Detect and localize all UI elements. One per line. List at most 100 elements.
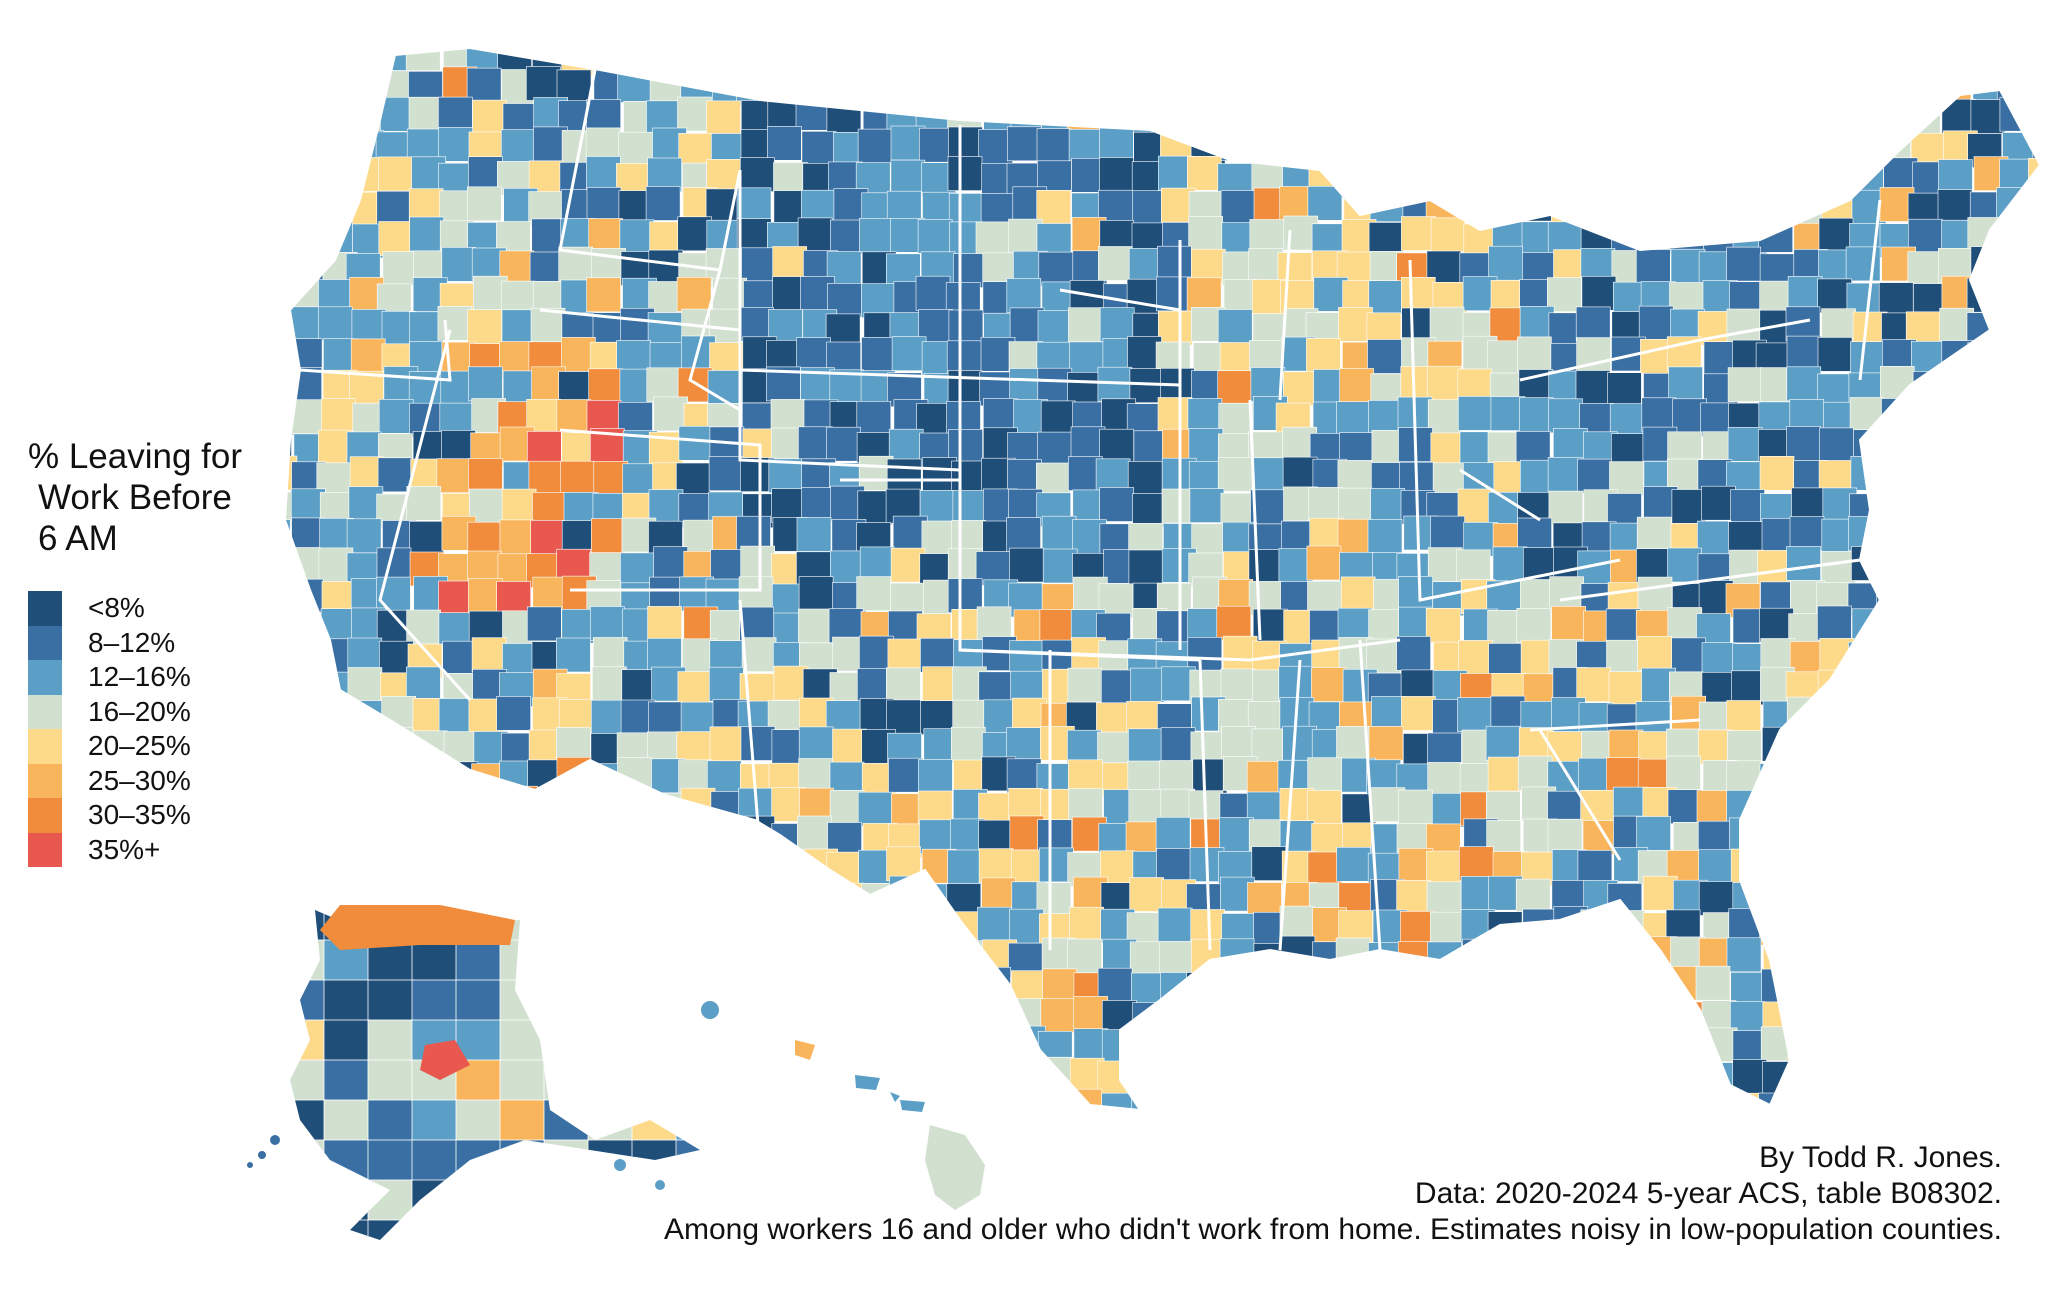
contiguous-us-counties xyxy=(285,48,2040,1110)
county-cell xyxy=(2003,1028,2038,1063)
county-cell xyxy=(1878,847,1914,883)
county-cell xyxy=(293,48,329,76)
county-cell xyxy=(976,606,1012,642)
county-cell xyxy=(1336,1058,1371,1094)
county-cell xyxy=(1881,427,1916,463)
county-cell xyxy=(437,846,473,882)
county-cell xyxy=(288,246,324,282)
county-cell xyxy=(1309,66,1345,102)
county-cell xyxy=(1610,1032,1645,1067)
county-cell xyxy=(1371,696,1406,731)
county-cell xyxy=(1401,696,1436,731)
county-cell xyxy=(706,1090,741,1110)
legend-label: 25–30% xyxy=(88,764,191,796)
county-cell xyxy=(861,336,896,372)
county-cell xyxy=(1426,365,1462,401)
county-cell xyxy=(1911,936,1947,972)
county-cell xyxy=(499,1019,547,1063)
county-cell xyxy=(709,849,745,885)
county-cell xyxy=(1187,398,1223,434)
county-cell xyxy=(1192,1090,1227,1110)
county-cell xyxy=(321,791,357,827)
county-cell xyxy=(1792,911,1828,946)
county-cell xyxy=(1937,396,1972,432)
county-cell xyxy=(1786,696,1822,732)
legend-label: 35%+ xyxy=(88,833,161,865)
county-cell xyxy=(406,666,441,702)
county-cell xyxy=(1401,129,1436,165)
county-cell xyxy=(706,816,741,852)
county-cell xyxy=(1820,99,1856,135)
county-cell xyxy=(1279,66,1315,102)
county-cell xyxy=(1939,521,1974,556)
county-cell xyxy=(889,875,924,911)
county-cell xyxy=(675,1099,700,1143)
county-cell xyxy=(367,1099,415,1143)
county-cell xyxy=(615,48,651,74)
legend-swatch xyxy=(28,660,62,695)
county-cell xyxy=(858,1091,893,1110)
county-cell xyxy=(1546,973,1582,1008)
county-cell xyxy=(1401,1060,1436,1095)
legend-swatch xyxy=(28,832,62,867)
county-cell xyxy=(1340,576,1376,612)
county-cell xyxy=(1188,67,1223,102)
county-cell xyxy=(499,1099,547,1143)
county-cell xyxy=(738,576,774,612)
county-cell xyxy=(2031,583,2040,619)
county-cell xyxy=(543,910,591,943)
county-cell xyxy=(1217,370,1252,406)
county-cell xyxy=(468,156,503,191)
county-cell xyxy=(1547,457,1583,492)
county-cell xyxy=(1186,972,1221,1007)
county-cell xyxy=(1787,275,1823,311)
county-cell xyxy=(1429,306,1465,342)
county-cell xyxy=(1579,1061,1614,1096)
county-cell xyxy=(2029,1030,2040,1065)
county-cell xyxy=(631,1099,679,1143)
county-cell xyxy=(496,581,532,616)
county-cell xyxy=(1936,67,1972,103)
county-cell xyxy=(1818,1085,1854,1110)
county-cell xyxy=(321,189,356,224)
county-cell xyxy=(412,730,448,766)
county-cell xyxy=(1852,943,1888,979)
county-cell xyxy=(559,821,595,857)
county-cell xyxy=(1730,489,1765,524)
county-cell xyxy=(1996,760,2032,796)
county-cell xyxy=(347,667,383,702)
county-cell xyxy=(1042,548,1078,584)
county-cell xyxy=(1307,580,1342,616)
county-cell xyxy=(1786,426,1821,461)
county-cell xyxy=(1818,702,1854,737)
county-cell xyxy=(1488,643,1523,678)
county-cell xyxy=(620,792,655,828)
county-cell xyxy=(801,131,837,166)
county-cell xyxy=(1907,969,1943,1004)
county-cell xyxy=(499,939,547,983)
county-cell xyxy=(2032,1091,2040,1110)
county-cell xyxy=(1727,48,1763,76)
county-cell xyxy=(1398,789,1433,825)
county-cell xyxy=(560,460,595,496)
county-cell xyxy=(499,1059,547,1103)
county-cell xyxy=(1306,790,1342,825)
county-cell xyxy=(1789,1088,1824,1110)
county-cell xyxy=(1820,995,1855,1031)
county-cell xyxy=(923,969,959,1005)
county-cell xyxy=(1373,969,1408,1004)
county-cell xyxy=(1099,157,1134,192)
county-cell xyxy=(1970,99,2006,134)
county-cell xyxy=(1368,726,1404,761)
county-cell xyxy=(1972,431,2008,467)
county-cell xyxy=(1161,1087,1197,1110)
legend-item-25-30: 25–30% xyxy=(28,763,288,798)
county-cell xyxy=(588,218,624,253)
county-cell xyxy=(2003,369,2038,405)
county-cell xyxy=(586,277,621,313)
county-cell xyxy=(706,1056,742,1092)
county-cell xyxy=(1042,968,1077,1004)
county-cell xyxy=(649,823,685,859)
county-cell xyxy=(1848,98,1883,134)
county-cell xyxy=(1339,368,1374,403)
